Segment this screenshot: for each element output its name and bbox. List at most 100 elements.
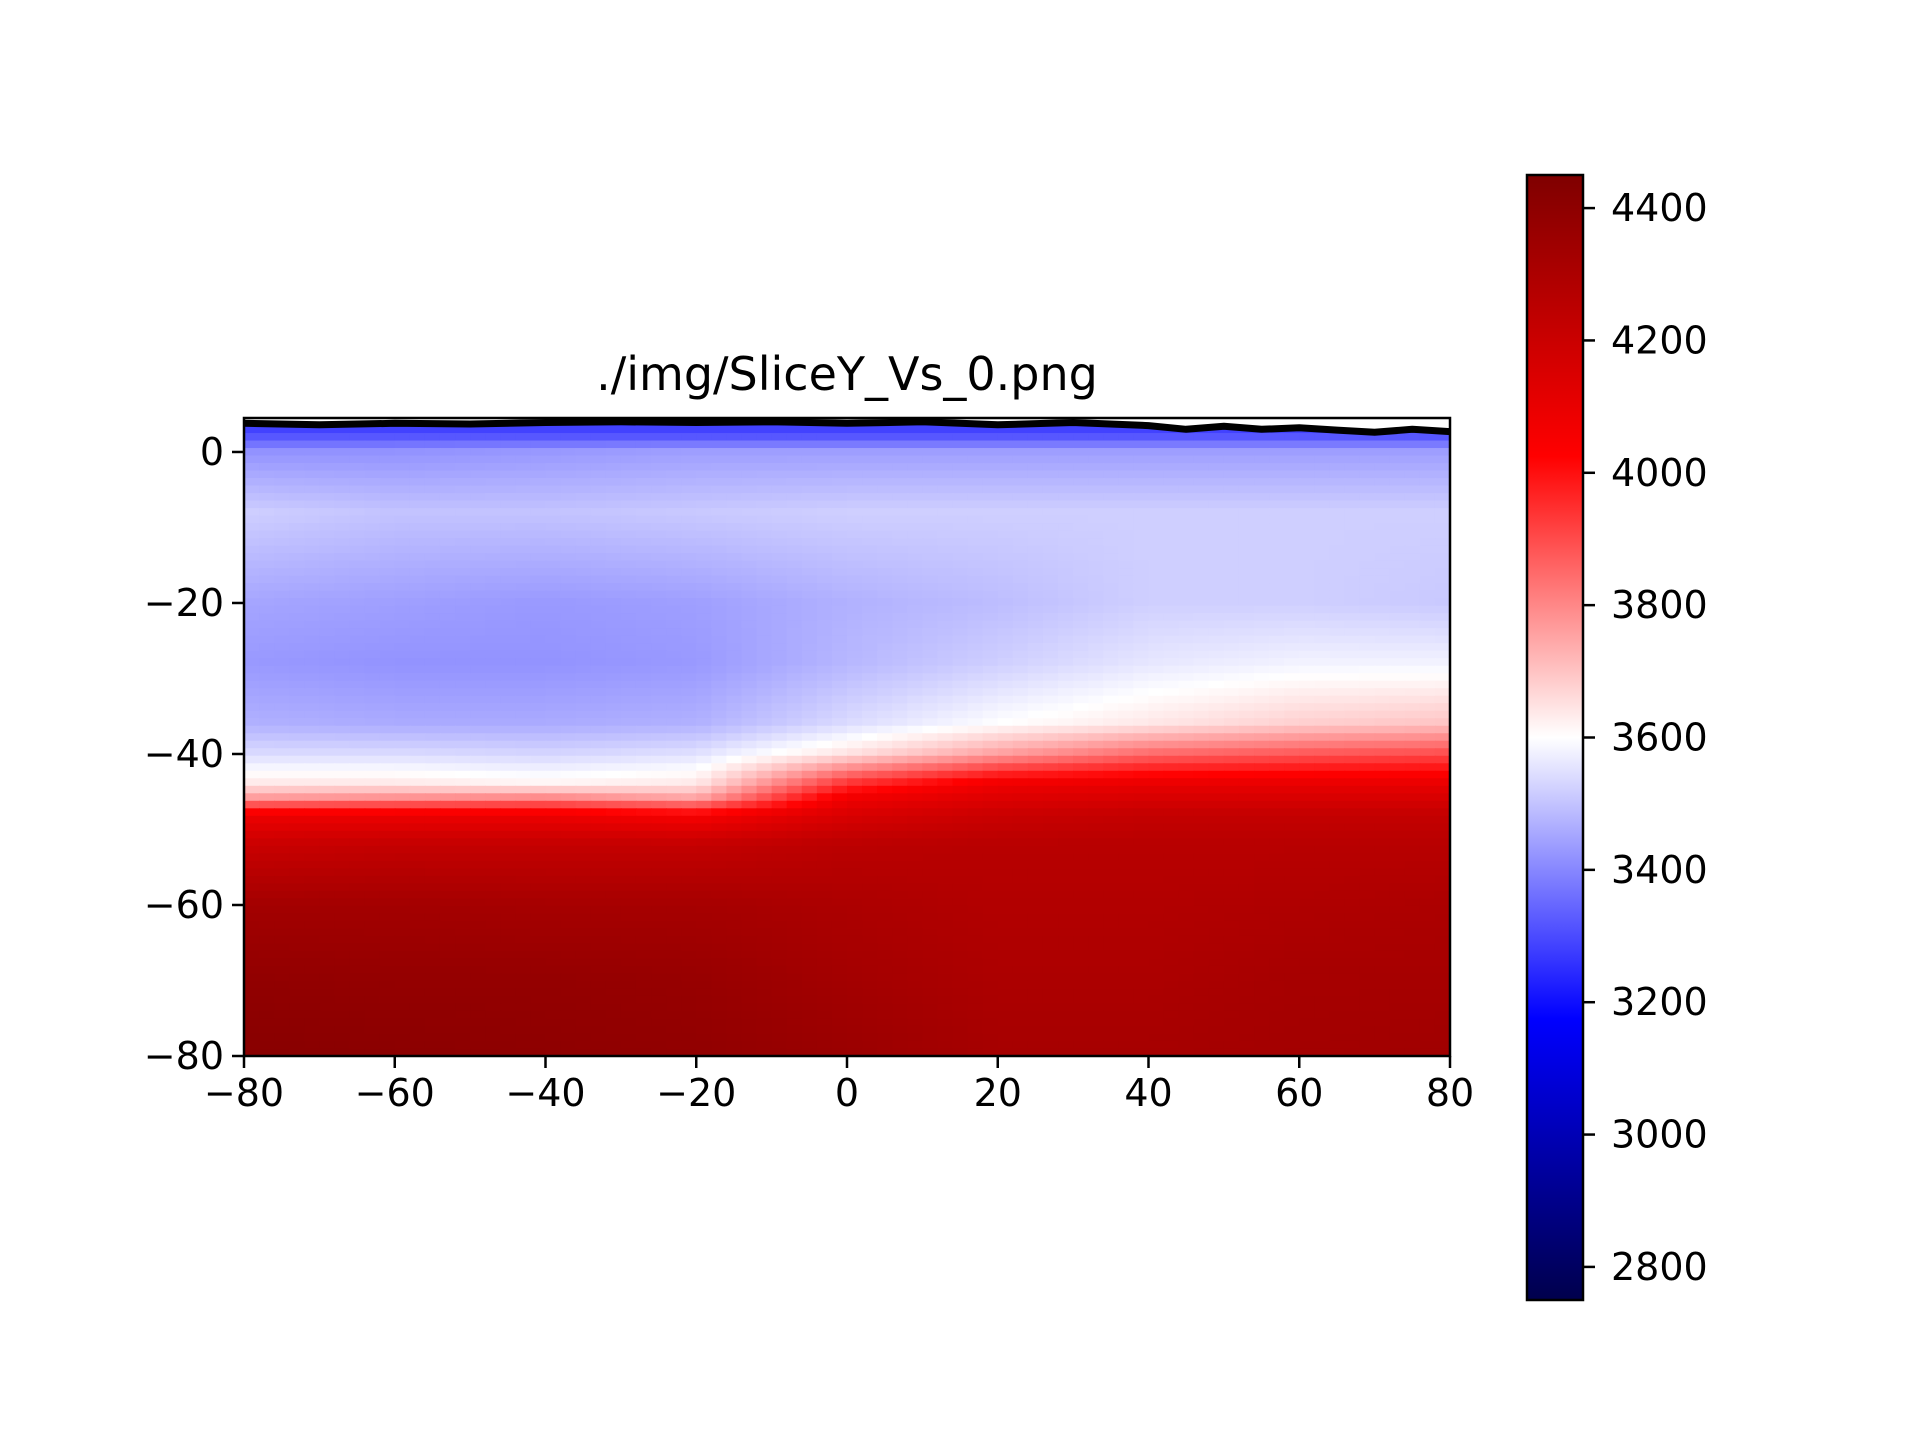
- heatmap-cell: [530, 553, 547, 562]
- heatmap-cell: [364, 545, 381, 554]
- heatmap-cell: [349, 425, 366, 434]
- heatmap-cell: [1208, 718, 1225, 727]
- heatmap-cell: [997, 680, 1014, 690]
- heatmap-cell: [545, 793, 562, 802]
- heatmap-cell: [1148, 590, 1165, 599]
- heatmap-cell: [1269, 463, 1285, 472]
- heatmap-cell: [485, 665, 502, 674]
- heatmap-cell: [1419, 815, 1436, 825]
- heatmap-cell: [1389, 493, 1406, 502]
- heatmap-cell: [1359, 868, 1376, 877]
- heatmap-cell: [1103, 815, 1120, 825]
- heatmap-cell: [666, 785, 682, 795]
- heatmap-cell: [847, 793, 863, 802]
- heatmap-cell: [304, 575, 321, 584]
- heatmap-cell: [1269, 673, 1285, 682]
- heatmap-cell: [1299, 620, 1316, 629]
- heatmap-cell: [1254, 710, 1270, 720]
- heatmap-cell: [1359, 448, 1376, 457]
- heatmap-cell: [1163, 853, 1180, 862]
- heatmap-cell: [1238, 673, 1255, 682]
- heatmap-cell: [289, 598, 306, 607]
- heatmap-cell: [771, 568, 788, 577]
- heatmap-cell: [1284, 688, 1301, 697]
- heatmap-cell: [530, 470, 547, 479]
- heatmap-cell: [455, 643, 471, 652]
- heatmap-cell: [1284, 433, 1301, 442]
- heatmap-cell: [786, 605, 803, 614]
- heatmap-cell: [862, 470, 878, 479]
- heatmap-cell: [289, 845, 306, 855]
- heatmap-cell: [771, 590, 788, 599]
- heatmap-cell: [1329, 470, 1346, 479]
- heatmap-cell: [907, 838, 924, 847]
- heatmap-cell: [952, 613, 969, 622]
- heatmap-cell: [289, 635, 306, 644]
- heatmap-cell: [1223, 830, 1240, 840]
- heatmap-cell: [319, 740, 336, 750]
- heatmap-cell: [605, 695, 622, 705]
- heatmap-cell: [997, 545, 1014, 554]
- heatmap-cell: [1269, 875, 1285, 885]
- heatmap-cell: [334, 868, 351, 877]
- heatmap-cell: [741, 433, 758, 442]
- heatmap-cell: [1359, 553, 1376, 562]
- heatmap-cell: [244, 658, 260, 667]
- heatmap-cell: [666, 838, 682, 847]
- heatmap-cell: [1223, 500, 1240, 509]
- heatmap-cell: [681, 778, 698, 787]
- heatmap-cell: [741, 725, 758, 735]
- heatmap-cell: [319, 748, 336, 757]
- heatmap-cell: [1269, 598, 1285, 607]
- heatmap-cell: [741, 598, 758, 607]
- heatmap-cell: [982, 815, 999, 825]
- heatmap-cell: [801, 538, 818, 547]
- heatmap-cell: [485, 440, 502, 449]
- heatmap-cell: [877, 710, 894, 720]
- heatmap-cell: [349, 710, 366, 720]
- heatmap-cell: [1389, 680, 1406, 690]
- heatmap-cell: [651, 770, 667, 780]
- heatmap-cell: [771, 448, 788, 457]
- heatmap-cell: [500, 440, 517, 449]
- heatmap-cell: [801, 523, 818, 532]
- heatmap-cell: [771, 770, 788, 780]
- heatmap-cell: [937, 793, 954, 802]
- heatmap-cell: [1329, 538, 1346, 547]
- heatmap-cell: [394, 515, 411, 524]
- heatmap-cell: [455, 875, 471, 885]
- heatmap-cell: [334, 808, 351, 817]
- heatmap-cell: [1284, 845, 1301, 855]
- heatmap-cell: [1058, 718, 1074, 727]
- heatmap-cell: [349, 485, 366, 494]
- heatmap-cell: [1163, 710, 1180, 720]
- heatmap-cell: [847, 500, 863, 509]
- heatmap-cell: [847, 868, 863, 877]
- heatmap-cell: [560, 845, 577, 855]
- heatmap-cell: [1238, 523, 1255, 532]
- heatmap-cell: [1058, 853, 1074, 862]
- heatmap-cell: [651, 590, 667, 599]
- heatmap-cell: [244, 710, 260, 720]
- heatmap-cell: [726, 815, 743, 825]
- heatmap-cell: [711, 770, 728, 780]
- heatmap-cell: [1027, 545, 1044, 554]
- heatmap-cell: [1058, 628, 1074, 637]
- heatmap-cell: [259, 793, 275, 802]
- heatmap-cell: [394, 598, 411, 607]
- heatmap-cell: [1208, 470, 1225, 479]
- heatmap-cell: [1254, 545, 1270, 554]
- heatmap-cell: [786, 530, 803, 539]
- heatmap-cell: [590, 688, 607, 697]
- heatmap-cell: [1042, 575, 1059, 584]
- heatmap-cell: [696, 853, 713, 862]
- heatmap-cell: [349, 845, 366, 855]
- heatmap-cell: [1314, 808, 1331, 817]
- heatmap-cell: [1118, 673, 1135, 682]
- heatmap-cell: [575, 523, 592, 532]
- heatmap-cell: [1434, 845, 1450, 855]
- heatmap-cell: [605, 500, 622, 509]
- heatmap-cell: [1012, 793, 1029, 802]
- heatmap-cell: [304, 785, 321, 795]
- heatmap-cell: [424, 545, 441, 554]
